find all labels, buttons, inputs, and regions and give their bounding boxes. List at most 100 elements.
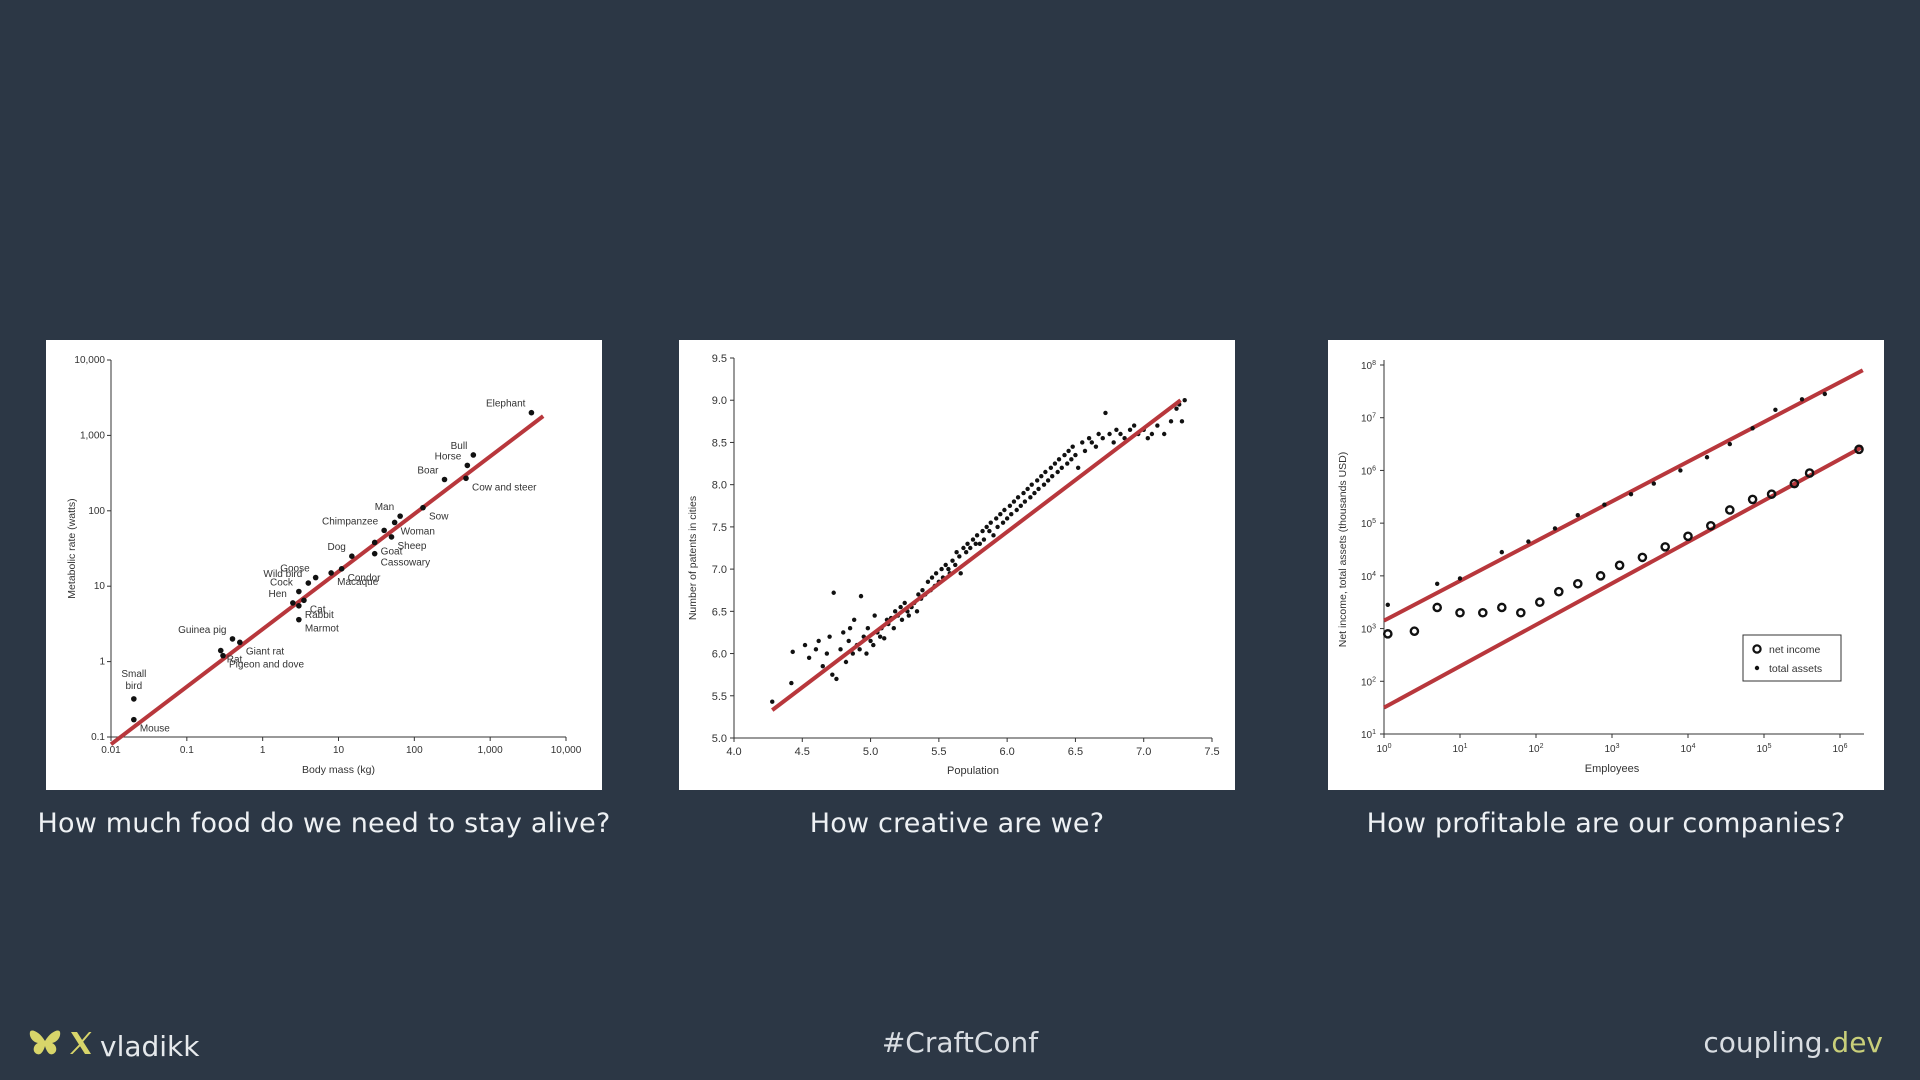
data-point	[1149, 431, 1155, 437]
y-tick-label: 100	[88, 506, 105, 517]
data-point	[220, 652, 226, 659]
total-assets-point	[1628, 491, 1634, 497]
data-point	[296, 588, 302, 595]
x-tick-label: 101	[1452, 743, 1467, 755]
y-tick-label: 10	[94, 581, 106, 592]
data-point	[1032, 490, 1037, 496]
data-point	[968, 545, 973, 551]
y-tick-label: 1,000	[80, 430, 105, 441]
net-income-point	[1660, 542, 1671, 552]
data-point	[789, 680, 794, 686]
butterfly-icon[interactable]	[28, 1028, 62, 1065]
x-logo-icon[interactable]	[68, 1030, 94, 1063]
net-income-point	[1409, 626, 1420, 637]
net-income-point	[1496, 602, 1507, 613]
data-point	[965, 541, 970, 546]
data-point	[872, 613, 877, 618]
y-tick-label: 9.5	[712, 353, 727, 365]
data-point	[847, 626, 853, 631]
point-label: Macaque	[337, 577, 379, 588]
x-tick-label: 1,000	[478, 745, 503, 756]
x-tick-label: 7.0	[1136, 746, 1151, 758]
total-assets-point	[1822, 391, 1827, 397]
data-point	[1022, 499, 1028, 504]
site-domain: coupling.	[1703, 1026, 1832, 1059]
net-income-point	[1572, 578, 1583, 589]
data-point	[980, 528, 985, 534]
x-tick-label: 0.1	[180, 745, 194, 756]
data-point	[998, 512, 1003, 517]
data-point	[914, 609, 920, 614]
data-point	[1089, 440, 1095, 445]
net-income-point	[1515, 607, 1526, 618]
net-income-point	[1747, 494, 1758, 505]
data-point	[1050, 474, 1055, 479]
data-point	[970, 537, 976, 542]
point-label: Goat	[381, 546, 403, 557]
x-tick-label: 104	[1680, 743, 1695, 755]
point-label: Cock	[270, 578, 294, 589]
data-point	[994, 516, 999, 521]
point-label: Goose	[280, 564, 310, 575]
data-point	[925, 579, 931, 584]
point-label: Dog	[327, 542, 345, 553]
total-assets-point	[1773, 407, 1778, 413]
data-point	[827, 634, 832, 639]
data-point	[843, 659, 849, 665]
patents-chart: 4.0 4.5 5.0 5.5 6.0 6.5 7.0 7.5 5.0 5.5 6.0 6.5 7.0 7…	[687, 353, 1220, 777]
data-point	[1015, 495, 1021, 500]
data-point	[371, 550, 378, 557]
data-point	[916, 592, 921, 597]
data-point	[1182, 398, 1187, 403]
data-point	[1062, 452, 1067, 458]
data-point	[1122, 436, 1127, 441]
data-point	[1114, 427, 1119, 432]
data-point	[1011, 499, 1017, 504]
data-point	[1025, 486, 1030, 492]
net-income-point	[1804, 468, 1815, 478]
point-label: Woman	[401, 526, 435, 537]
legend-label: net income	[1769, 644, 1821, 656]
data-point	[920, 588, 925, 593]
data-point	[312, 574, 319, 581]
net-income-point	[1614, 560, 1625, 571]
x-tick-label: 6.5	[1068, 746, 1083, 758]
data-point	[1034, 478, 1040, 483]
y-tick-label: 106	[1361, 465, 1376, 477]
data-point	[953, 562, 958, 568]
y-tick-label: 8.5	[712, 437, 727, 449]
data-point	[802, 642, 808, 648]
point-label: Wild bird	[263, 569, 302, 580]
data-point	[981, 537, 987, 542]
y-tick-label: 6.0	[712, 649, 727, 661]
data-point	[1086, 436, 1092, 441]
data-point	[1107, 431, 1112, 437]
y-tick-label: 8.0	[712, 480, 727, 492]
twitter-handle[interactable]: vladikk	[100, 1029, 200, 1063]
data-point	[296, 616, 302, 623]
data-point	[858, 593, 864, 599]
y-tick-label: 10,000	[74, 355, 105, 366]
data-point	[868, 638, 873, 644]
data-point	[1080, 440, 1085, 445]
data-point	[943, 562, 948, 568]
y-tick-label: 9.0	[712, 395, 727, 407]
data-point	[851, 617, 857, 622]
net-income-point	[1854, 444, 1864, 455]
data-point	[995, 524, 1000, 530]
caption-food: How much food do we need to stay alive?	[37, 808, 611, 839]
x-tick-label: 102	[1528, 743, 1543, 755]
data-point	[841, 630, 846, 635]
data-point	[1065, 461, 1070, 466]
data-point	[1048, 465, 1054, 470]
x-tick-label: 103	[1604, 743, 1619, 755]
x-tick-label: 4.5	[795, 746, 810, 758]
net-income-point	[1432, 602, 1442, 613]
legend-label: total assets	[1769, 663, 1822, 675]
data-point	[987, 528, 992, 534]
data-point	[864, 651, 869, 656]
caption-profitable: How profitable are our companies?	[1366, 808, 1846, 839]
site-link[interactable]: coupling.dev	[1703, 1026, 1883, 1059]
total-assets-point	[1651, 481, 1656, 486]
data-point	[470, 452, 477, 458]
